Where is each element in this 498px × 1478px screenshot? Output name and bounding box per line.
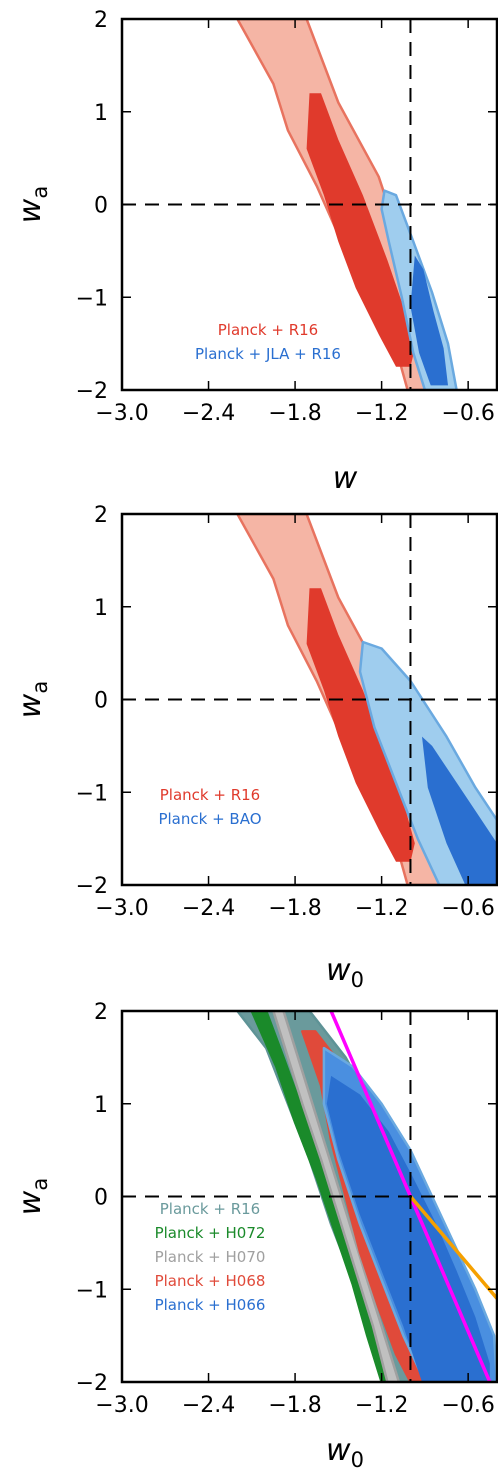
x-axis-title: w0 <box>326 1433 364 1472</box>
x-tick-label: −1.2 <box>355 401 408 426</box>
y-tick-label: 2 <box>94 1000 108 1025</box>
legend-entry: Planck + BAO <box>158 810 261 828</box>
x-tick-label: −0.6 <box>441 1393 494 1418</box>
overlay-line-2 <box>409 1195 497 1300</box>
contour-inner-1 <box>306 93 415 367</box>
plot-area <box>122 1011 497 1382</box>
y-tick-label: 0 <box>94 194 108 219</box>
contour-inner-2 <box>410 255 448 386</box>
x-tick-label: −1.8 <box>268 401 321 426</box>
x-tick-label: −1.2 <box>355 1393 408 1418</box>
legend-entry: Planck + H068 <box>155 1272 266 1290</box>
x-tick-label: −2.4 <box>182 1393 235 1418</box>
legend-entry: Planck + R16 <box>160 1200 260 1218</box>
y-tick-label: 1 <box>94 101 108 126</box>
legend-entry: Planck + H066 <box>155 1296 266 1314</box>
y-tick-label: 2 <box>94 503 108 528</box>
y-tick-label: −2 <box>76 1371 108 1396</box>
contour-outer-2 <box>250 1011 392 1382</box>
x-tick-label: −0.6 <box>441 896 494 921</box>
contour-inner-2 <box>422 736 497 885</box>
y-tick-label: 1 <box>94 596 108 621</box>
y-tick-label: 0 <box>94 689 108 714</box>
y-tick-label: −2 <box>76 379 108 404</box>
y-axis-title: wa <box>13 186 52 223</box>
legend-entry: Planck + R16 <box>160 786 260 804</box>
y-tick-label: −1 <box>76 781 108 806</box>
y-tick-label: 1 <box>94 1093 108 1118</box>
y-axis-title: wa <box>13 681 52 718</box>
x-axis-title: w <box>333 461 358 496</box>
y-tick-label: −2 <box>76 874 108 899</box>
panel-2: −3.0 −2.4 −1.8 −1.2 −0.6 −2 −1 0 1 2 w0 wa Planck + … <box>13 503 498 992</box>
panel-1: −3.0 −2.4 −1.8 −1.2 −0.6 −2 −1 0 1 2 w wa Planck + R… <box>13 8 498 496</box>
legend-entry: Planck + JLA + R16 <box>195 345 341 363</box>
x-tick-label: −1.8 <box>268 896 321 921</box>
contour-inner-1 <box>306 588 415 862</box>
y-tick-label: −1 <box>76 1278 108 1303</box>
plot-area <box>122 19 497 390</box>
legend: Planck + R16 Planck + JLA + R16 <box>195 321 341 363</box>
contour-inner-5 <box>326 1075 490 1382</box>
x-tick-label: −3.0 <box>95 896 148 921</box>
legend-entry: Planck + R16 <box>218 321 318 339</box>
legend-entry: Planck + H072 <box>155 1224 266 1242</box>
x-tick-label: −2.4 <box>182 896 235 921</box>
panel-3: −3.0 −2.4 −1.8 −1.2 −0.6 −2 −1 0 1 2 w0 wa Planck + … <box>13 1000 498 1472</box>
x-tick-label: −3.0 <box>95 401 148 426</box>
x-tick-label: −1.2 <box>355 896 408 921</box>
legend-entry: Planck + H070 <box>155 1248 266 1266</box>
y-tick-label: 0 <box>94 1186 108 1211</box>
y-tick-label: 2 <box>94 8 108 33</box>
legend: Planck + R16 Planck + BAO <box>158 786 261 828</box>
legend: Planck + R16 Planck + H072 Planck + H070 Pl… <box>155 1200 266 1314</box>
x-tick-label: −3.0 <box>95 1393 148 1418</box>
x-tick-label: −1.8 <box>268 1393 321 1418</box>
plot-area <box>122 514 497 885</box>
x-tick-label: −2.4 <box>182 401 235 426</box>
x-axis-title: w0 <box>326 953 364 992</box>
y-axis-title: wa <box>13 1178 52 1215</box>
y-tick-label: −1 <box>76 286 108 311</box>
x-tick-label: −0.6 <box>441 401 494 426</box>
